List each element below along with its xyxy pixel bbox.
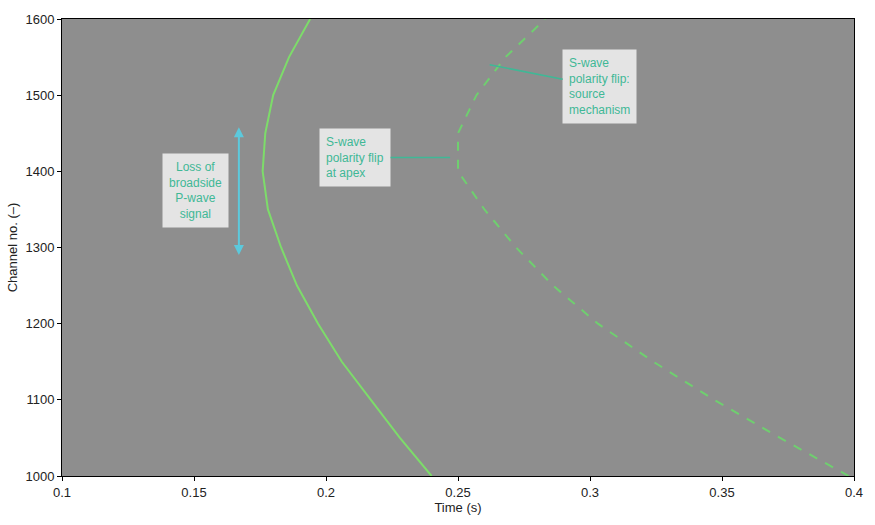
svg-text:1300: 1300 <box>25 240 54 255</box>
svg-text:0.4: 0.4 <box>845 485 863 500</box>
svg-text:1600: 1600 <box>25 12 54 27</box>
svg-text:Channel no. (–): Channel no. (–) <box>5 203 20 293</box>
svg-text:1000: 1000 <box>25 469 54 484</box>
svg-text:0.35: 0.35 <box>709 485 734 500</box>
svg-text:1400: 1400 <box>25 164 54 179</box>
svg-text:S-wavepolarity flipat apex: S-wavepolarity flipat apex <box>326 135 384 180</box>
svg-text:0.1: 0.1 <box>53 485 71 500</box>
svg-text:1500: 1500 <box>25 88 54 103</box>
svg-text:0.2: 0.2 <box>317 485 335 500</box>
svg-text:Loss ofbroadsideP-wavesignal: Loss ofbroadsideP-wavesignal <box>169 160 222 221</box>
svg-text:0.15: 0.15 <box>181 485 206 500</box>
svg-text:Time (s): Time (s) <box>434 500 481 515</box>
svg-text:S-wavepolarity flip:sourcemech: S-wavepolarity flip:sourcemechanism <box>569 56 630 117</box>
svg-text:1200: 1200 <box>25 316 54 331</box>
svg-text:0.25: 0.25 <box>445 485 470 500</box>
svg-text:0.3: 0.3 <box>581 485 599 500</box>
svg-text:1100: 1100 <box>26 392 54 407</box>
